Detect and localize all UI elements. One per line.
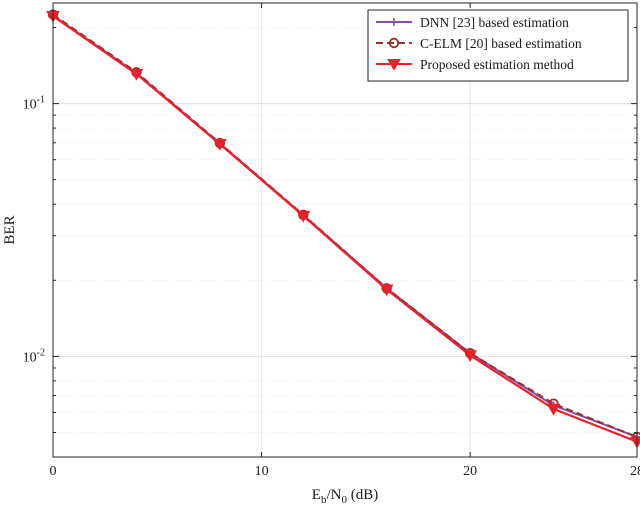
data-point (129, 68, 144, 81)
x-axis-title-main: E (312, 487, 321, 503)
data-point (463, 350, 478, 362)
data-point (379, 284, 394, 297)
y-axis-title: BER (2, 215, 18, 244)
x-axis-title-sub1: b (321, 494, 327, 506)
series-layer (46, 9, 640, 449)
legend-swatch-marker (390, 18, 398, 26)
x-tick-label: 28 (630, 464, 640, 479)
y-tick-label-exponent: -2 (37, 347, 45, 358)
legend-item: DNN [23] based estimation (376, 15, 569, 30)
data-point (296, 210, 311, 223)
legend-label: Proposed estimation method (420, 57, 574, 72)
y-tick-label: 10-1 (23, 95, 45, 113)
y-tick-label-base: 10 (23, 98, 37, 113)
legend-swatch-marker (388, 37, 400, 49)
x-tick-label: 0 (50, 464, 57, 479)
data-point (546, 403, 561, 416)
y-tick-label: 10-2 (23, 347, 45, 365)
series-line (52, 15, 638, 443)
legend: DNN [23] based estimation C-ELM [20] base… (367, 9, 629, 82)
legend-label: DNN [23] based estimation (420, 15, 569, 30)
x-tick-label: 20 (463, 464, 477, 479)
ticks-layer: 010202810-110-2 (23, 3, 640, 479)
legend-swatch-marker (387, 59, 401, 71)
y-tick-label-base: 10 (23, 350, 37, 365)
data-point (212, 139, 227, 151)
x-axis-title: Eb/N0 (dB) (312, 487, 378, 506)
y-tick-label-exponent: -1 (37, 95, 45, 106)
plot-frame (52, 2, 638, 458)
legend-items: DNN [23] based estimation C-ELM [20] base… (376, 15, 582, 72)
legend-item: Proposed estimation method (376, 57, 574, 72)
x-axis-title-mid: /N (326, 487, 341, 503)
series-3 (46, 11, 640, 449)
x-axis-title-tail: (dB) (347, 487, 378, 503)
x-tick-label: 10 (255, 464, 269, 479)
x-axis-title-sub2: 0 (341, 494, 347, 506)
legend-label: C-ELM [20] based estimation (420, 36, 582, 51)
legend-item: C-ELM [20] based estimation (376, 36, 582, 51)
